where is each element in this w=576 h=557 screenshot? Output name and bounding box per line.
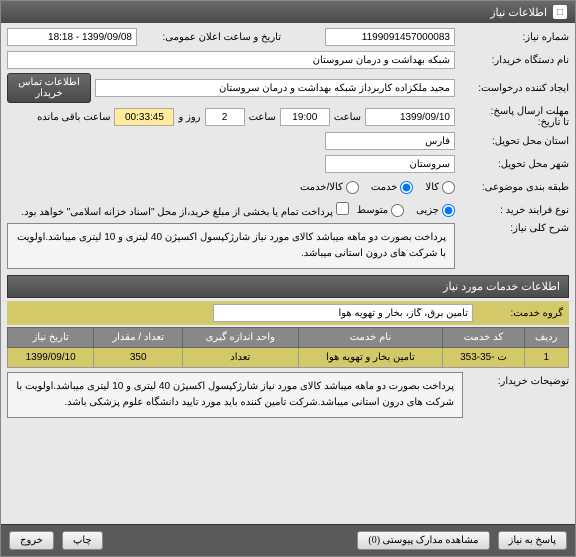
bottom-action-bar: پاسخ به نیاز مشاهده مدارک پیوستی (0) چاپ… bbox=[1, 524, 575, 556]
service-group-field[interactable] bbox=[213, 304, 473, 322]
window-icon: □ bbox=[553, 5, 567, 19]
attachments-button[interactable]: مشاهده مدارک پیوستی (0) bbox=[357, 531, 489, 550]
summary-box: پرداخت بصورت دو ماهه میباشد کالای مورد ن… bbox=[7, 223, 455, 269]
radio-medium[interactable]: متوسط bbox=[357, 204, 404, 217]
deadline-time-field[interactable] bbox=[280, 108, 330, 126]
window-title: اطلاعات نیاز bbox=[490, 6, 547, 19]
cell-code: ت -35-353 bbox=[443, 348, 524, 368]
cell-unit: تعداد bbox=[183, 348, 298, 368]
print-button[interactable]: چاپ bbox=[62, 531, 103, 550]
content-area: شماره نیاز: تاریخ و ساعت اعلان عمومی: نا… bbox=[1, 23, 575, 524]
row-creator: ایجاد کننده درخواست: اطلاعات تماس خریدار bbox=[7, 73, 569, 103]
summary-label: شرح کلی نیاز: bbox=[459, 223, 569, 234]
creator-label: ایجاد کننده درخواست: bbox=[459, 83, 569, 94]
cell-date: 1399/09/10 bbox=[8, 348, 94, 368]
classify-radio-group: کالا خدمت کالا/خدمت bbox=[300, 181, 455, 194]
time-label-2: ساعت bbox=[249, 112, 276, 123]
row-buyer-org: نام دستگاه خریدار: bbox=[7, 50, 569, 70]
city-label: شهر محل تحویل: bbox=[459, 159, 569, 170]
row-city: شهر محل تحویل: bbox=[7, 154, 569, 174]
col-qty: تعداد / مقدار bbox=[94, 328, 183, 348]
buyer-org-field[interactable] bbox=[7, 51, 455, 69]
days-label: روز و bbox=[178, 112, 200, 123]
service-group-label: گروه خدمت: bbox=[473, 308, 563, 319]
radio-goods-service[interactable]: کالا/خدمت bbox=[300, 181, 359, 194]
cell-row: 1 bbox=[524, 348, 568, 368]
table-row[interactable]: 1 ت -35-353 تامین بخار و تهویه هوا تعداد… bbox=[8, 348, 569, 368]
row-classification: طبقه بندی موضوعی: کالا خدمت کالا/خدمت bbox=[7, 177, 569, 197]
col-row: ردیف bbox=[524, 328, 568, 348]
province-field[interactable] bbox=[325, 132, 455, 150]
cell-qty: 350 bbox=[94, 348, 183, 368]
time-label-1: ساعت bbox=[334, 112, 361, 123]
announce-label: تاریخ و ساعت اعلان عمومی: bbox=[141, 32, 281, 43]
col-date: تاریخ نیاز bbox=[8, 328, 94, 348]
need-info-window: □ اطلاعات نیاز شماره نیاز: تاریخ و ساعت … bbox=[0, 0, 576, 557]
contact-buyer-button[interactable]: اطلاعات تماس خریدار bbox=[7, 73, 91, 103]
countdown-field bbox=[114, 108, 174, 126]
buyer-org-label: نام دستگاه خریدار: bbox=[459, 55, 569, 66]
col-name: نام خدمت bbox=[298, 328, 443, 348]
deadline-label: مهلت ارسال پاسخ: تا تاریخ: bbox=[459, 106, 569, 128]
window-titlebar: □ اطلاعات نیاز bbox=[1, 1, 575, 23]
table-header-row: ردیف کد خدمت نام خدمت واحد اندازه گیری ت… bbox=[8, 328, 569, 348]
countdown-label: ساعت باقی مانده bbox=[37, 112, 110, 123]
row-need-no: شماره نیاز: تاریخ و ساعت اعلان عمومی: bbox=[7, 27, 569, 47]
exit-button[interactable]: خروج bbox=[9, 531, 54, 550]
announce-field[interactable] bbox=[7, 28, 137, 46]
need-no-field[interactable] bbox=[325, 28, 455, 46]
need-no-label: شماره نیاز: bbox=[459, 32, 569, 43]
city-field[interactable] bbox=[325, 155, 455, 173]
row-deadline: مهلت ارسال پاسخ: تا تاریخ: ساعت ساعت روز… bbox=[7, 106, 569, 128]
row-purchase-type: نوع فرایند خرید : جزیی متوسط پرداخت تمام… bbox=[7, 200, 569, 220]
row-province: استان محل تحویل: bbox=[7, 131, 569, 151]
buyer-note-row: توضیحات خریدار: پرداخت بصورت دو ماهه میب… bbox=[7, 372, 569, 418]
province-label: استان محل تحویل: bbox=[459, 136, 569, 147]
cell-name: تامین بخار و تهویه هوا bbox=[298, 348, 443, 368]
respond-button[interactable]: پاسخ به نیاز bbox=[498, 531, 568, 550]
days-count-field[interactable] bbox=[205, 108, 245, 126]
purchase-type-label: نوع فرایند خرید : bbox=[459, 205, 569, 216]
col-unit: واحد اندازه گیری bbox=[183, 328, 298, 348]
service-group-row: گروه خدمت: bbox=[7, 301, 569, 325]
services-table: ردیف کد خدمت نام خدمت واحد اندازه گیری ت… bbox=[7, 327, 569, 368]
radio-goods[interactable]: کالا bbox=[425, 181, 455, 194]
col-code: کد خدمت bbox=[443, 328, 524, 348]
payment-note: پرداخت تمام یا بخشی از مبلغ خرید،از محل … bbox=[21, 202, 348, 218]
buyer-note-label: توضیحات خریدار: bbox=[469, 372, 569, 387]
radio-low[interactable]: جزیی bbox=[416, 204, 455, 217]
row-summary: شرح کلی نیاز: پرداخت بصورت دو ماهه میباش… bbox=[7, 223, 569, 272]
purchase-type-radio-group: جزیی متوسط bbox=[357, 204, 455, 217]
deadline-date-field[interactable] bbox=[365, 108, 455, 126]
classify-label: طبقه بندی موضوعی: bbox=[459, 182, 569, 193]
buyer-note-text: پرداخت بصورت دو ماهه میباشد کالای مورد ن… bbox=[7, 372, 463, 418]
services-section-header: اطلاعات خدمات مورد نیاز bbox=[7, 275, 569, 298]
creator-field[interactable] bbox=[95, 79, 455, 97]
payment-checkbox[interactable] bbox=[336, 202, 349, 215]
radio-service[interactable]: خدمت bbox=[371, 181, 414, 194]
